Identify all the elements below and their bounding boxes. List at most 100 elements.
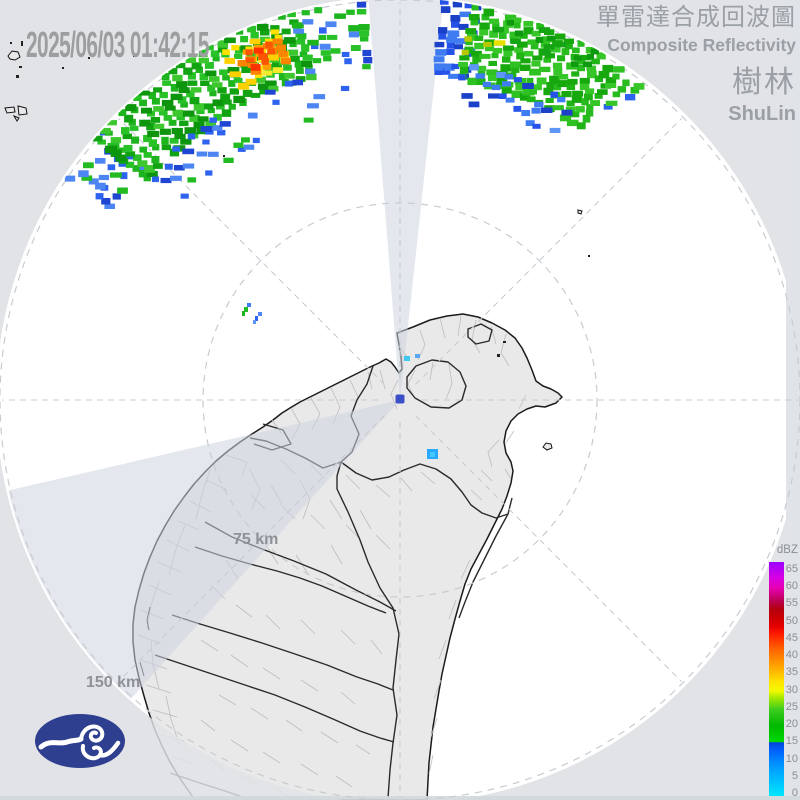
- echo-cell: [544, 53, 555, 59]
- echo-cell: [217, 129, 226, 136]
- echo-cell: [348, 31, 360, 38]
- islet-dot: [588, 255, 590, 257]
- echo-cell: [545, 98, 554, 103]
- echo-cell: [207, 107, 215, 114]
- echo-cell: [529, 89, 537, 95]
- echo-cell: [301, 44, 310, 52]
- echo-cell: [112, 193, 121, 200]
- township-border: [300, 679, 319, 692]
- echo-cell: [253, 320, 256, 324]
- echo-cell: [577, 64, 585, 72]
- echo-cell: [479, 53, 491, 59]
- echo-cell: [571, 61, 579, 67]
- echo-cell: [492, 47, 503, 54]
- echo-cell: [489, 18, 499, 24]
- township-border: [145, 684, 172, 694]
- echo-cell: [64, 175, 76, 182]
- echo-cell: [546, 35, 556, 41]
- echo-cell: [109, 172, 122, 178]
- echo-cell: [182, 110, 195, 117]
- echo-cell: [293, 28, 305, 34]
- echo-cell: [252, 137, 260, 144]
- echo-cell: [519, 33, 528, 39]
- echo-cell: [200, 80, 210, 86]
- echo-cell: [118, 161, 127, 167]
- echo-cell: [153, 106, 164, 112]
- echo-cell: [217, 40, 228, 48]
- echo-cell: [491, 84, 501, 91]
- echo-cell: [176, 114, 185, 121]
- echo-cell: [558, 74, 569, 80]
- echo-cell: [153, 163, 163, 169]
- echo-cell: [236, 29, 244, 35]
- echo-cell: [182, 148, 195, 155]
- echo-cell: [104, 203, 115, 209]
- echo-cell: [95, 182, 106, 190]
- township-border: [265, 614, 281, 630]
- township-border: [262, 751, 281, 764]
- colorbar-tick: 30: [785, 683, 798, 696]
- echo-cell: [244, 307, 248, 312]
- echo-cell: [472, 55, 482, 63]
- echo-cell: [161, 136, 169, 145]
- echo-cell: [346, 9, 355, 15]
- township-border: [320, 731, 339, 744]
- echo-cell: [325, 21, 337, 28]
- echo-cell: [582, 61, 592, 68]
- islet: [542, 442, 553, 451]
- echo-cell: [297, 33, 307, 40]
- echo-cell: [295, 67, 304, 74]
- echo-cell: [440, 6, 451, 13]
- township-border: [428, 754, 434, 775]
- township-border: [430, 717, 438, 738]
- echo-cell: [512, 17, 522, 23]
- echo-cell: [183, 67, 193, 75]
- echo-cell: [359, 30, 370, 36]
- echo-cell: [585, 88, 595, 94]
- echo-cell: [302, 19, 314, 25]
- echo-cell: [233, 95, 245, 103]
- echo-cell: [311, 43, 319, 50]
- echo-cell: [264, 89, 276, 95]
- echo-cell: [513, 77, 522, 83]
- echo-cell: [465, 38, 473, 46]
- echo-cell: [320, 50, 331, 56]
- echo-cell: [459, 67, 469, 74]
- township-border: [448, 599, 457, 620]
- echo-cell: [223, 37, 236, 44]
- echo-cell: [172, 74, 183, 82]
- echo-cell: [169, 137, 179, 144]
- echo-cell: [563, 38, 574, 44]
- colorbar-tick: 45: [785, 631, 798, 644]
- echo-cell: [434, 41, 445, 48]
- echo-cell: [245, 49, 253, 56]
- county-border: [467, 323, 493, 345]
- echo-cell: [504, 14, 517, 23]
- township-border: [490, 325, 497, 345]
- township-border: [420, 471, 436, 485]
- echo-cell: [519, 93, 531, 101]
- echo-cell: [205, 70, 217, 77]
- echo-cell: [603, 104, 613, 110]
- echo-cell: [546, 81, 558, 90]
- echo-cell: [529, 68, 541, 76]
- cwb-logo-swirl: [97, 740, 121, 758]
- echo-cell: [505, 97, 515, 103]
- echo-cell: [465, 28, 477, 34]
- echo-cell: [605, 100, 618, 106]
- township-border: [200, 719, 216, 732]
- echo-cell: [464, 36, 472, 42]
- township-border: [504, 430, 515, 445]
- echo-cell: [540, 50, 551, 56]
- echo-cell: [523, 50, 534, 57]
- echo-cell: [459, 55, 470, 61]
- echo-cell: [198, 49, 208, 57]
- echo-cell: [250, 92, 261, 98]
- echo-cell: [344, 58, 352, 65]
- echo-cell: [557, 55, 566, 62]
- echo-cell: [525, 120, 535, 126]
- echo-cell: [520, 58, 531, 64]
- echo-cell: [205, 120, 216, 128]
- echo-cell: [497, 77, 508, 85]
- echo-cell: [296, 38, 306, 45]
